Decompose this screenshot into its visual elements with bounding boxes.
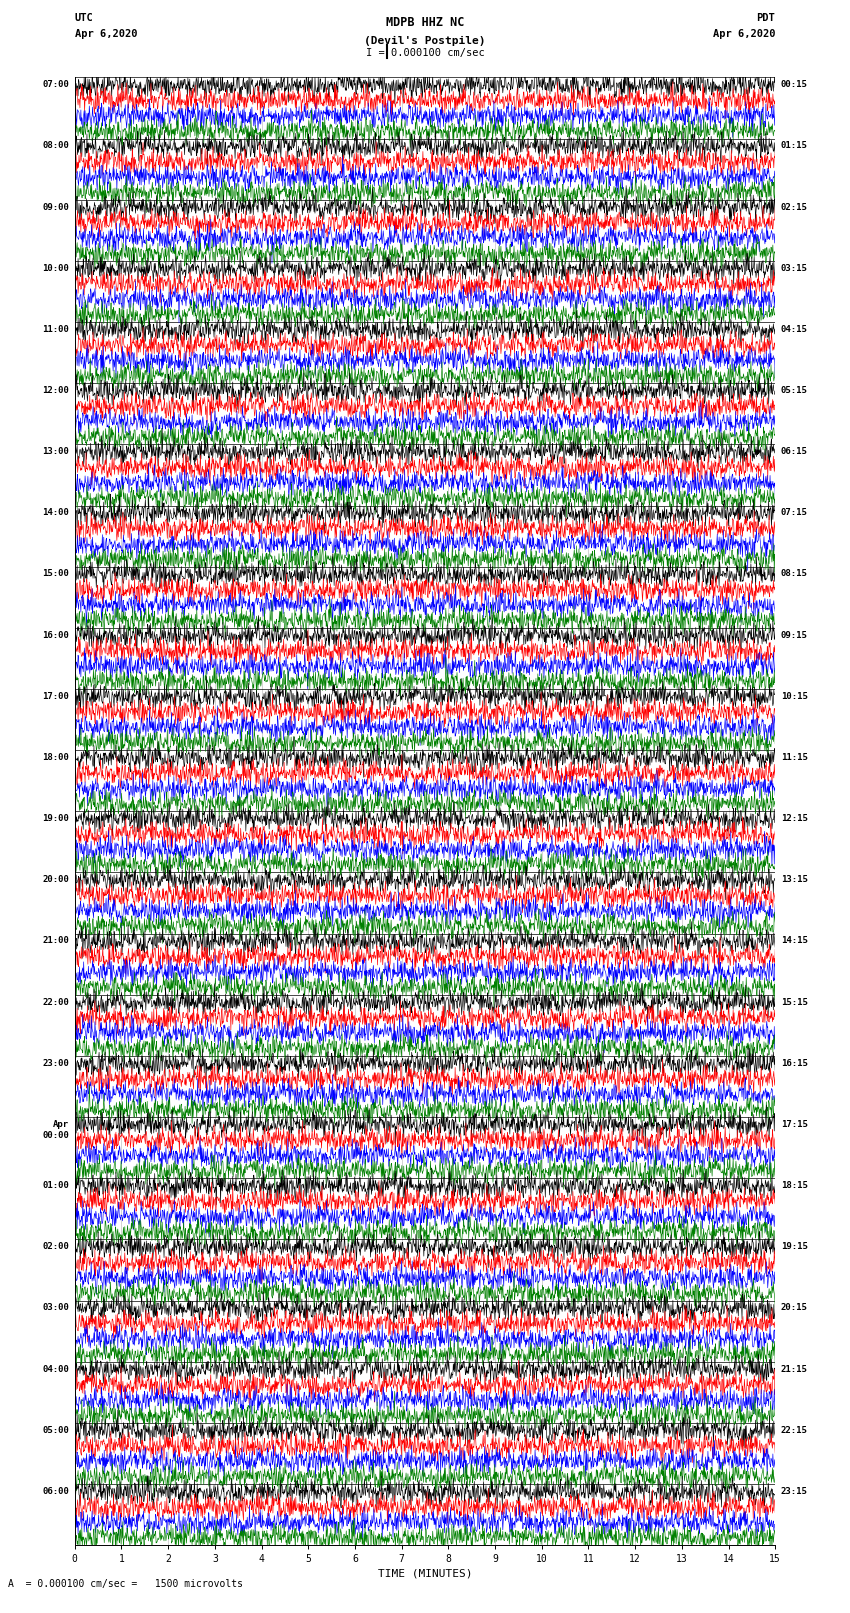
Text: 19:15: 19:15	[781, 1242, 807, 1252]
Text: 03:15: 03:15	[781, 263, 807, 273]
Text: 16:00: 16:00	[42, 631, 69, 640]
Text: 10:00: 10:00	[42, 263, 69, 273]
Text: 20:15: 20:15	[781, 1303, 807, 1313]
Text: Apr 6,2020: Apr 6,2020	[75, 29, 138, 39]
Text: UTC: UTC	[75, 13, 94, 23]
Text: 07:00: 07:00	[42, 81, 69, 89]
Text: 11:15: 11:15	[781, 753, 807, 761]
Text: 04:00: 04:00	[42, 1365, 69, 1374]
Text: 11:00: 11:00	[42, 324, 69, 334]
Text: 12:15: 12:15	[781, 815, 807, 823]
Text: 17:15: 17:15	[781, 1119, 807, 1129]
Text: Apr 6,2020: Apr 6,2020	[712, 29, 775, 39]
Text: 06:15: 06:15	[781, 447, 807, 456]
Text: 20:00: 20:00	[42, 876, 69, 884]
Text: 15:15: 15:15	[781, 997, 807, 1007]
Text: 10:15: 10:15	[781, 692, 807, 700]
Text: 00:15: 00:15	[781, 81, 807, 89]
Text: 15:00: 15:00	[42, 569, 69, 579]
Text: 05:00: 05:00	[42, 1426, 69, 1434]
Text: 01:00: 01:00	[42, 1181, 69, 1190]
Text: 14:15: 14:15	[781, 937, 807, 945]
Text: 18:15: 18:15	[781, 1181, 807, 1190]
Text: MDPB HHZ NC: MDPB HHZ NC	[386, 16, 464, 29]
Text: 19:00: 19:00	[42, 815, 69, 823]
Text: Apr: Apr	[53, 1119, 69, 1129]
Text: 23:00: 23:00	[42, 1058, 69, 1068]
Text: 02:00: 02:00	[42, 1242, 69, 1252]
Text: PDT: PDT	[756, 13, 775, 23]
Text: 03:00: 03:00	[42, 1303, 69, 1313]
Text: 22:15: 22:15	[781, 1426, 807, 1434]
X-axis label: TIME (MINUTES): TIME (MINUTES)	[377, 1568, 473, 1579]
Text: 01:15: 01:15	[781, 142, 807, 150]
Text: 16:15: 16:15	[781, 1058, 807, 1068]
Text: 00:00: 00:00	[42, 1131, 69, 1140]
Text: 13:15: 13:15	[781, 876, 807, 884]
Text: 09:00: 09:00	[42, 203, 69, 211]
Text: 02:15: 02:15	[781, 203, 807, 211]
Text: 07:15: 07:15	[781, 508, 807, 518]
Text: 17:00: 17:00	[42, 692, 69, 700]
Text: 09:15: 09:15	[781, 631, 807, 640]
Text: 23:15: 23:15	[781, 1487, 807, 1495]
Text: 08:00: 08:00	[42, 142, 69, 150]
Text: 13:00: 13:00	[42, 447, 69, 456]
Text: 14:00: 14:00	[42, 508, 69, 518]
Text: 05:15: 05:15	[781, 386, 807, 395]
Text: 22:00: 22:00	[42, 997, 69, 1007]
Text: 18:00: 18:00	[42, 753, 69, 761]
Text: 06:00: 06:00	[42, 1487, 69, 1495]
Text: (Devil's Postpile): (Devil's Postpile)	[365, 35, 485, 45]
Text: A  = 0.000100 cm/sec =   1500 microvolts: A = 0.000100 cm/sec = 1500 microvolts	[8, 1579, 243, 1589]
Text: 21:00: 21:00	[42, 937, 69, 945]
Text: 04:15: 04:15	[781, 324, 807, 334]
Text: 12:00: 12:00	[42, 386, 69, 395]
Text: 21:15: 21:15	[781, 1365, 807, 1374]
Text: I = 0.000100 cm/sec: I = 0.000100 cm/sec	[366, 48, 484, 58]
Text: 08:15: 08:15	[781, 569, 807, 579]
